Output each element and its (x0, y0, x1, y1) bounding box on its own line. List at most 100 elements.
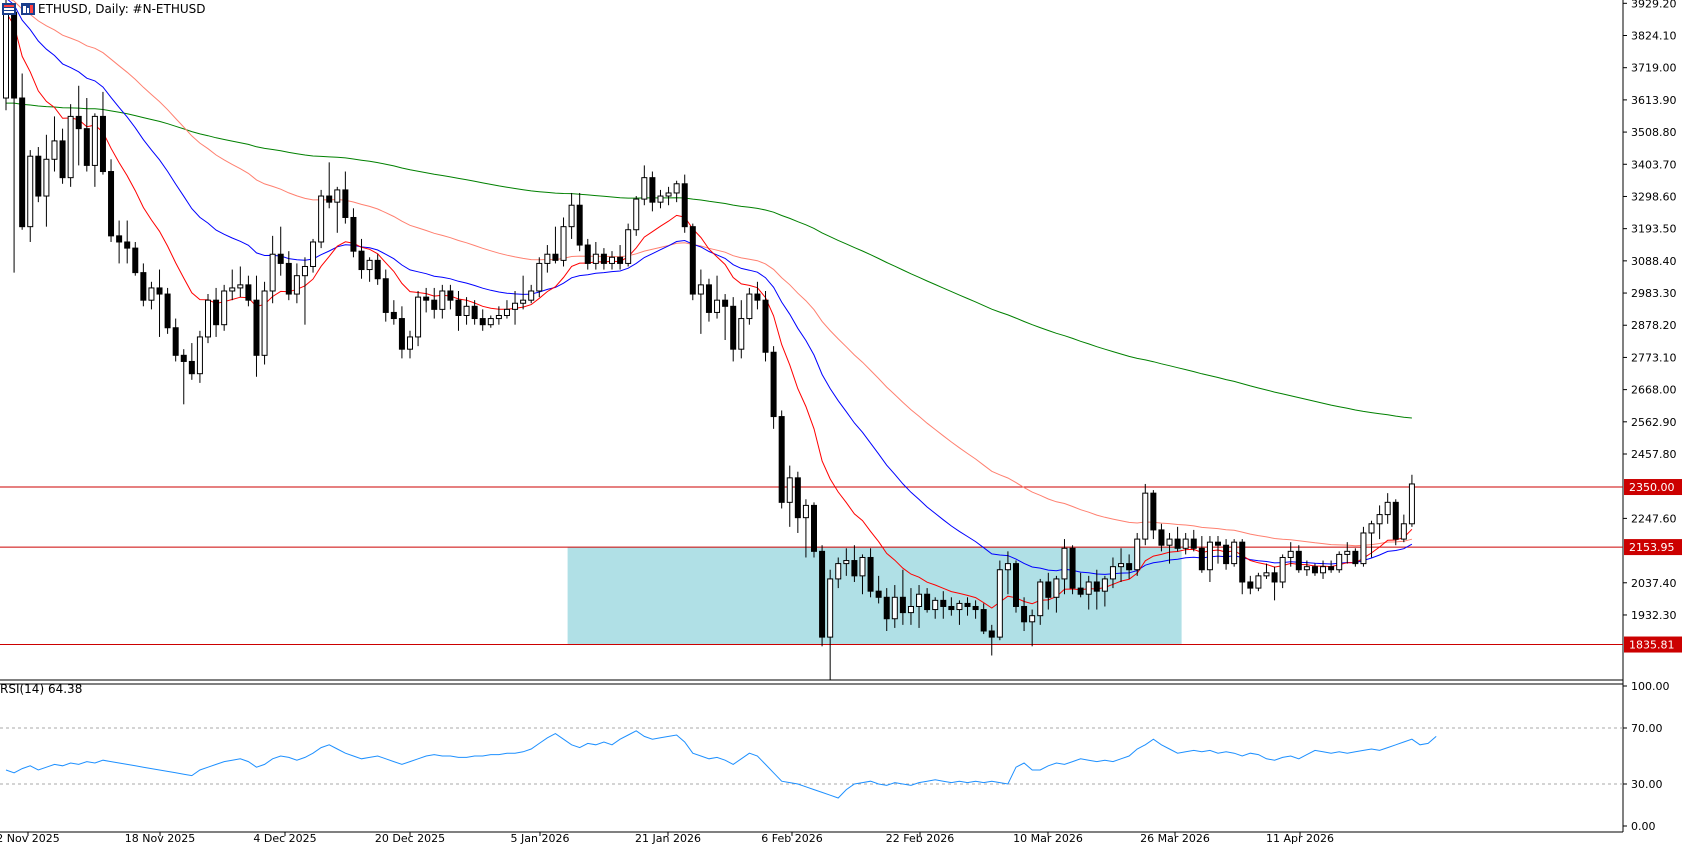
candle-body (366, 259, 373, 271)
candle (59, 128, 66, 184)
candle (358, 238, 365, 279)
candle (811, 502, 817, 558)
candle-body (1109, 566, 1116, 580)
candle-body (1311, 566, 1318, 574)
candle-body (503, 308, 510, 316)
candle (819, 545, 826, 647)
candle (43, 134, 50, 227)
candle (447, 284, 454, 310)
candle (301, 257, 308, 325)
candle-body (431, 299, 438, 310)
candle-body (940, 599, 947, 607)
price-tick-label: 2037.40 (1631, 577, 1677, 590)
candle (996, 560, 1003, 641)
candle-body (1231, 541, 1238, 565)
candle-body (326, 195, 333, 203)
candle-body (722, 299, 729, 307)
candle (617, 245, 624, 270)
ma-slow-line (10, 0, 1413, 547)
price-tick-label: 2878.20 (1631, 319, 1677, 332)
candle (1134, 532, 1141, 576)
candle (471, 300, 478, 325)
candle (423, 287, 430, 313)
candle-body (116, 235, 123, 243)
candle-body (439, 290, 446, 310)
candle (75, 85, 82, 166)
candle-body (140, 272, 147, 301)
candle (455, 290, 462, 331)
price-tick-label: 2773.10 (1631, 351, 1677, 364)
timeframe-icon[interactable] (21, 3, 35, 15)
candle-body (1182, 538, 1189, 549)
candle (875, 575, 882, 604)
candle-body (770, 351, 777, 418)
candle-body (1376, 514, 1383, 525)
ma-fast-line (5, 12, 1413, 609)
candle-body (374, 259, 381, 280)
price-tick-label: 1932.30 (1631, 609, 1677, 622)
candle-body (980, 609, 987, 632)
candle (705, 278, 712, 322)
rsi-tick-label: 70.00 (1631, 722, 1663, 735)
candle-body (51, 140, 58, 160)
candle (770, 346, 777, 429)
candle (1328, 560, 1335, 573)
candle (786, 465, 793, 527)
candle (164, 287, 171, 334)
candle-body (156, 287, 163, 295)
candle (463, 297, 470, 325)
price-tick-label: 3824.10 (1631, 30, 1677, 43)
candle-body (318, 195, 325, 243)
candle (1045, 572, 1052, 610)
candle (132, 241, 139, 276)
price-tick-label: 2562.90 (1631, 416, 1677, 429)
candle-body (891, 596, 898, 620)
candle-body (1150, 492, 1157, 531)
candle-body (188, 360, 195, 375)
candle-body (1013, 563, 1019, 607)
candle-body (835, 563, 842, 580)
candle-body (83, 128, 90, 166)
candle (746, 287, 753, 325)
candle (738, 300, 745, 359)
rsi-label: RSI(14) 64.38 (0, 682, 82, 696)
candle-body (1206, 541, 1213, 571)
candle (851, 545, 858, 582)
candle (1021, 597, 1028, 631)
candle (940, 591, 947, 619)
candle-body (277, 253, 284, 264)
candle-body (350, 216, 357, 252)
candle-body (932, 599, 939, 611)
candle-body (996, 569, 1003, 638)
candle (754, 281, 761, 310)
candle-body (1126, 563, 1133, 571)
price-tick-label: 3719.00 (1631, 62, 1677, 75)
candle-body (600, 253, 607, 264)
candle-body (794, 477, 801, 519)
candle (1150, 490, 1157, 540)
candle (1077, 572, 1084, 598)
candle (1190, 529, 1197, 552)
candle (1239, 539, 1246, 595)
candle-body (1263, 572, 1270, 577)
candle (503, 300, 510, 319)
candle (802, 499, 809, 558)
candle-body (1045, 581, 1052, 598)
candle (91, 113, 98, 187)
candle-body (1271, 572, 1278, 583)
candle-body (358, 250, 365, 271)
time-tick-label: 20 Dec 2025 (375, 832, 445, 845)
candle (932, 597, 939, 619)
candle-body (1287, 550, 1294, 558)
price-tick-label: 3403.70 (1631, 158, 1677, 171)
candle-body (1392, 501, 1399, 540)
candle (156, 269, 163, 337)
candle-body (633, 198, 640, 231)
candle-body (43, 158, 50, 197)
candle-body (827, 578, 834, 638)
candle (528, 284, 535, 304)
candle (956, 600, 963, 625)
bar-chart-icon[interactable] (2, 3, 16, 15)
candle (116, 220, 123, 264)
